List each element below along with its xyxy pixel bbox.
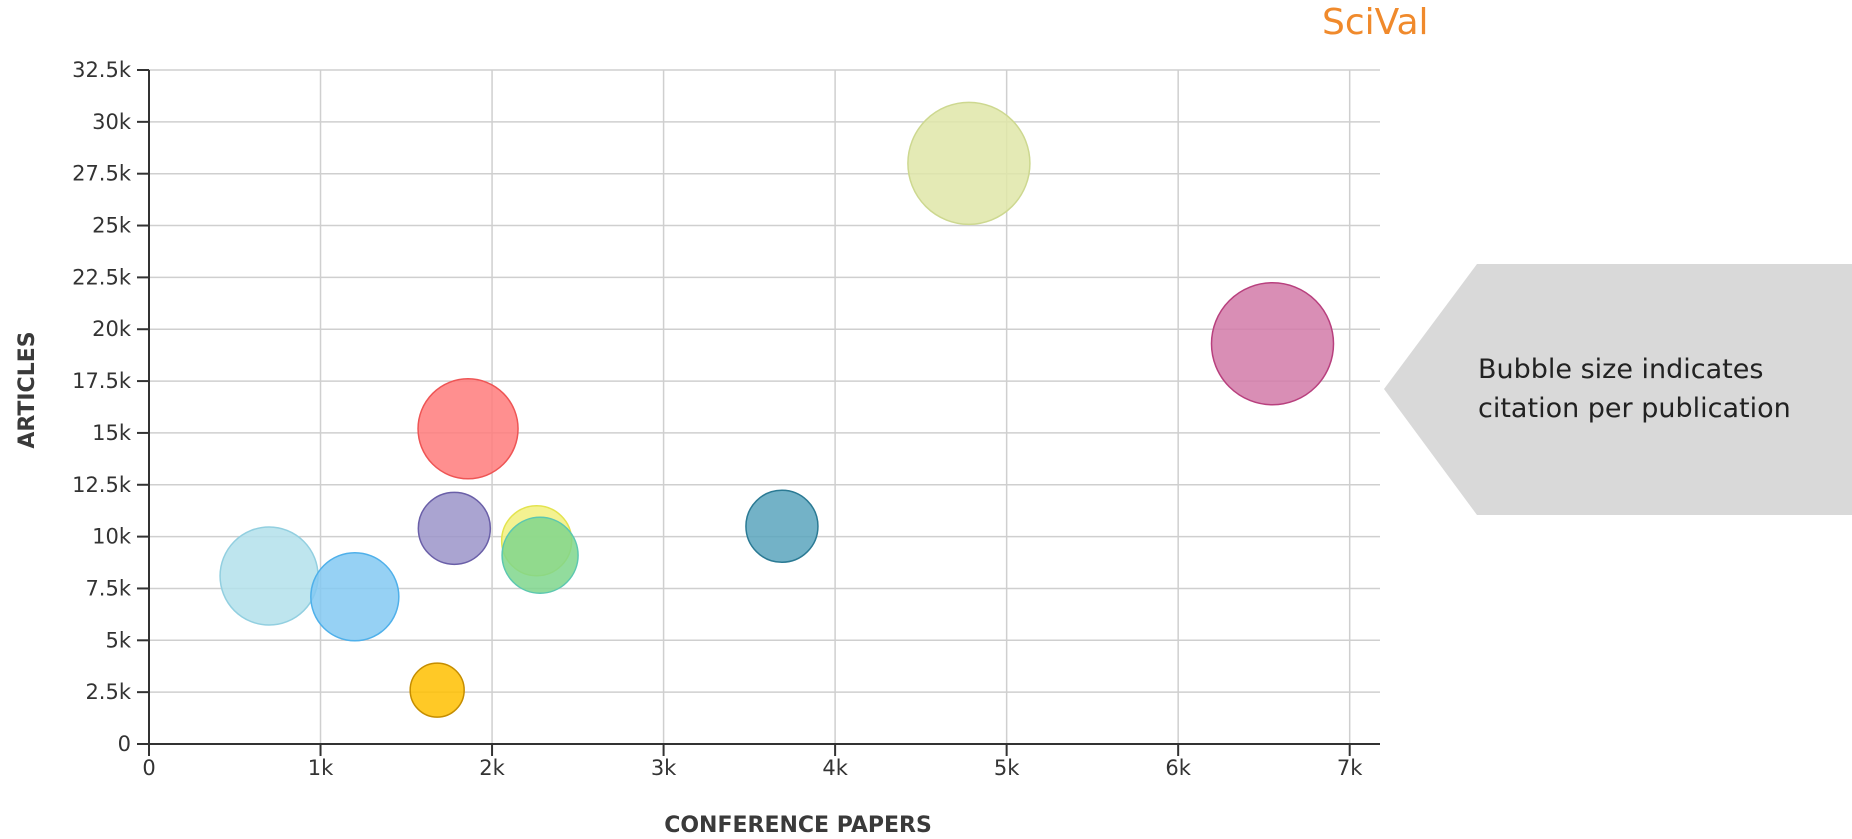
bubble[interactable] (501, 516, 579, 595)
y-tick-label: 0 (118, 732, 131, 756)
callout-text: Bubble size indicates citation per publi… (1478, 354, 1791, 424)
bubble[interactable] (417, 378, 519, 480)
bubble[interactable] (417, 491, 492, 566)
callout-arrow-shape (1384, 264, 1852, 515)
y-axis-ticks: 0 2.5k 5k 7.5k 10k 12.5k 15k 17.5k 20k 22.5k 25k 27… (72, 58, 149, 756)
x-tick-label: 2k (479, 756, 505, 780)
x-tick-label: 5k (994, 756, 1020, 780)
y-axis-title: ARTICLES (15, 331, 40, 448)
y-tick-label: 17.5k (72, 369, 132, 393)
y-tick-label: 20k (92, 317, 132, 341)
x-tick-label: 6k (1165, 756, 1191, 780)
bubble[interactable] (409, 662, 465, 718)
scival-logo: SciVal (1322, 2, 1429, 43)
x-tick-label: 0 (142, 756, 155, 780)
x-tick-label: 4k (822, 756, 848, 780)
axes (148, 70, 1380, 745)
y-tick-label: 15k (92, 421, 132, 445)
x-axis-ticks: 0 1k 2k 3k 4k 5k 6k 7k (142, 744, 1363, 780)
y-tick-label: 7.5k (85, 576, 131, 600)
y-tick-label: 27.5k (72, 162, 132, 186)
y-tick-label: 2.5k (85, 680, 131, 704)
x-tick-label: 1k (308, 756, 334, 780)
bubble-chart: 0 1k 2k 3k 4k 5k 6k 7k 0 2.5k 5k 7.5k 10k 12.5k 15k 17… (15, 58, 1380, 838)
bubble[interactable] (310, 552, 400, 642)
y-tick-label: 12.5k (72, 473, 132, 497)
y-tick-label: 30k (92, 110, 132, 134)
y-tick-label: 25k (92, 214, 132, 238)
y-tick-label: 22.5k (72, 265, 132, 289)
y-tick-label: 5k (105, 628, 131, 652)
bubble[interactable] (907, 101, 1031, 226)
bubble[interactable] (219, 526, 319, 626)
x-axis-title: CONFERENCE PAPERS (664, 813, 932, 838)
bubble-series (219, 101, 1335, 718)
y-tick-label: 10k (92, 525, 132, 549)
bubble[interactable] (1210, 281, 1335, 406)
x-tick-label: 7k (1337, 756, 1363, 780)
x-tick-label: 3k (651, 756, 677, 780)
bubble-size-callout: Bubble size indicates citation per publi… (1384, 264, 1852, 515)
bubble[interactable] (745, 489, 819, 563)
y-tick-label: 32.5k (72, 58, 132, 82)
grid-lines (149, 69, 1380, 744)
